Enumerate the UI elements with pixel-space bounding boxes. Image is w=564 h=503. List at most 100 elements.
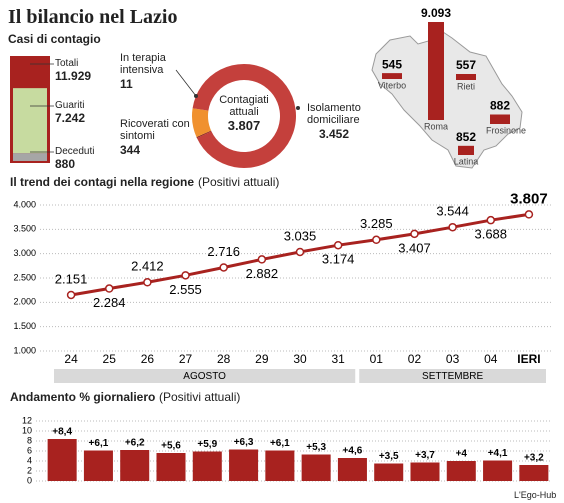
value-label: +6,1 — [270, 438, 290, 449]
x-tick-label: 04 — [484, 352, 498, 366]
y-tick-label: 10 — [22, 425, 32, 435]
point — [524, 210, 534, 219]
x-tick-label: 29 — [255, 352, 269, 366]
category-label: Deceduti — [55, 146, 95, 157]
point — [295, 247, 305, 257]
group-label: SETTEMBRE — [422, 371, 483, 382]
point — [372, 235, 381, 245]
value-label: 3.035 — [284, 228, 317, 243]
value-label: 3.688 — [474, 227, 507, 242]
category-label: In terapia intensiva — [120, 52, 166, 76]
value-label: 3.174 — [322, 252, 355, 267]
point — [486, 215, 496, 225]
bar — [337, 458, 367, 481]
value-label: 7.242 — [55, 111, 86, 125]
y-tick-label: 8 — [27, 435, 32, 445]
donut-slice — [192, 108, 212, 138]
y-tick-label: 4 — [27, 455, 32, 465]
x-tick-label: 28 — [217, 352, 231, 366]
map-bar — [428, 22, 444, 120]
point — [181, 271, 190, 280]
value-label: 545 — [382, 57, 402, 71]
group-band — [359, 369, 546, 383]
value-label: +6,3 — [234, 437, 254, 448]
value-label: 882 — [490, 99, 510, 113]
point — [257, 255, 267, 264]
y-tick-label: 4.000 — [13, 199, 36, 209]
y-tick-label: 1.500 — [13, 321, 36, 331]
x-tick-label: 24 — [64, 352, 78, 366]
point — [66, 290, 76, 300]
bar — [519, 465, 549, 481]
y-tick-label: 3.000 — [13, 248, 36, 258]
map-bar — [382, 73, 402, 79]
map-bar — [490, 114, 510, 124]
value-label: +6,1 — [89, 438, 109, 449]
x-tick-label: 03 — [446, 352, 460, 366]
donut-slice — [196, 130, 212, 138]
donut-center-value: 3.807 — [227, 118, 261, 133]
y-tick-label: 1.000 — [13, 345, 36, 355]
value-label: +5,6 — [161, 441, 181, 452]
donut-title: Contagiati attuali — [219, 94, 269, 118]
value-label: +3,2 — [524, 453, 544, 464]
y-tick-label: 2.000 — [13, 297, 36, 307]
chart-title: Andamento % giornaliero — [10, 390, 156, 404]
bar — [265, 450, 295, 481]
group-band — [54, 369, 356, 383]
bar — [192, 451, 222, 481]
bar — [83, 450, 113, 481]
value-label: 2.882 — [246, 266, 279, 281]
value-label: 344 — [120, 143, 141, 157]
region-label: Viterbo — [378, 80, 406, 90]
category-label: Totali — [55, 58, 79, 69]
value-label: 11 — [120, 77, 133, 91]
dot — [296, 106, 300, 110]
chart-title: Casi di contagio — [8, 32, 101, 46]
y-tick-label: 2.500 — [13, 272, 36, 282]
recovered-bar — [13, 88, 47, 154]
y-tick-label: 6 — [27, 445, 32, 455]
x-tick-label: 27 — [179, 352, 193, 366]
value-label: 2.716 — [207, 244, 240, 259]
region-label: Roma — [424, 121, 448, 131]
point — [333, 240, 343, 250]
value-label: 557 — [456, 58, 476, 72]
map-bar — [456, 73, 476, 80]
value-label: 2.555 — [169, 282, 202, 297]
value-label: +4,6 — [343, 446, 363, 457]
region-label: Frosinone — [486, 125, 526, 135]
x-tick-label: 26 — [141, 352, 155, 366]
bar — [120, 450, 150, 481]
value-label: +4,1 — [488, 448, 508, 459]
y-tick-label: 12 — [22, 415, 32, 425]
y-tick-label: 0 — [27, 475, 32, 485]
value-label: 3.544 — [436, 204, 469, 219]
y-tick-label: 3.500 — [13, 224, 36, 234]
category-label: Guariti — [55, 100, 85, 111]
chart-title: Il trend dei contagi nella regione — [10, 175, 195, 189]
value-label: +3,5 — [379, 451, 399, 462]
donut-slice — [192, 64, 296, 169]
value-label: 2.284 — [93, 295, 126, 310]
source: L'Ego-Hub — [514, 490, 557, 500]
chart-subtitle: (Positivi attuali) — [198, 175, 280, 189]
bar — [156, 453, 186, 481]
page-title: Il bilancio nel Lazio — [8, 6, 178, 28]
bar — [374, 463, 404, 481]
bar — [47, 439, 77, 481]
value-label: +8,4 — [52, 427, 72, 438]
value-label: 3.807 — [510, 190, 548, 207]
y-tick-label: 2 — [27, 465, 32, 475]
point — [448, 222, 457, 232]
x-tick-label: IERI — [517, 352, 540, 366]
x-tick-label: 30 — [293, 352, 307, 366]
x-tick-label: 31 — [331, 352, 345, 366]
bar — [301, 454, 331, 481]
value-label: +6,2 — [125, 438, 145, 449]
value-label: +4 — [456, 449, 468, 460]
point — [219, 263, 228, 272]
value-label: 880 — [55, 157, 76, 171]
